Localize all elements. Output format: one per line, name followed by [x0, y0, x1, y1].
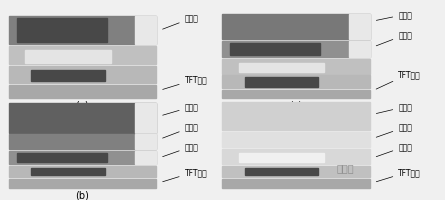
Bar	[17, 153, 107, 162]
Bar	[31, 71, 105, 82]
Bar	[222, 132, 369, 148]
Bar	[349, 42, 369, 58]
Bar	[135, 17, 156, 45]
Bar	[8, 104, 156, 133]
Bar	[245, 168, 318, 175]
Bar	[222, 91, 369, 98]
Bar	[25, 51, 111, 63]
Bar	[222, 42, 369, 58]
Bar	[135, 104, 156, 133]
Bar	[222, 166, 369, 177]
Bar	[8, 67, 156, 83]
Bar	[222, 14, 369, 40]
Text: 锚定层: 锚定层	[162, 15, 198, 30]
Bar	[222, 60, 369, 74]
Text: 模板层: 模板层	[162, 123, 198, 138]
Text: 间隙层: 间隙层	[376, 123, 412, 138]
Bar	[31, 168, 105, 175]
Bar	[8, 166, 156, 177]
Bar	[8, 47, 156, 65]
Text: 锚定层: 锚定层	[162, 142, 198, 157]
Bar	[222, 76, 369, 89]
Bar	[239, 63, 324, 72]
Text: (a): (a)	[75, 100, 89, 110]
Text: 电子发: 电子发	[336, 162, 354, 172]
Bar	[8, 85, 156, 98]
Bar	[135, 135, 156, 150]
Bar	[245, 78, 318, 87]
Bar	[222, 179, 369, 188]
Bar	[222, 150, 369, 164]
Text: TFT背板: TFT背板	[163, 75, 207, 90]
Bar	[222, 103, 369, 130]
Text: 锚定层: 锚定层	[376, 31, 412, 47]
Text: 结构层: 结构层	[163, 103, 198, 116]
Text: (c): (c)	[289, 100, 302, 110]
Bar	[8, 17, 156, 45]
Bar	[239, 153, 324, 162]
Text: (b): (b)	[75, 190, 89, 200]
Bar	[17, 19, 107, 43]
Text: 结构层: 结构层	[376, 103, 412, 114]
Bar	[8, 135, 156, 150]
Bar	[231, 44, 320, 56]
Bar	[349, 14, 369, 40]
Text: TFT背板: TFT背板	[163, 167, 207, 182]
Text: 间隙层: 间隙层	[376, 142, 412, 157]
Text: 模板层: 模板层	[376, 11, 412, 21]
Bar	[8, 151, 156, 164]
Bar	[135, 151, 156, 164]
Text: TFT背板: TFT背板	[376, 70, 421, 90]
Text: TFT背板: TFT背板	[376, 167, 421, 182]
Bar	[8, 179, 156, 188]
